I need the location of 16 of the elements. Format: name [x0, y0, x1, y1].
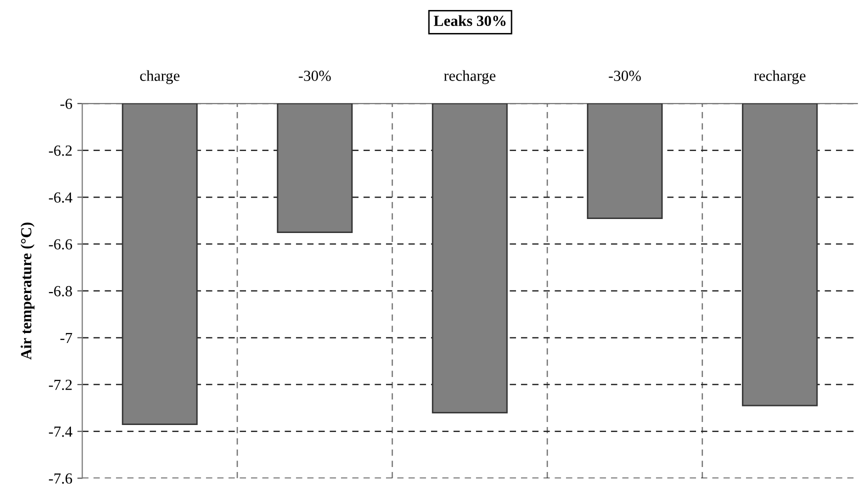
y-tick-label: -7	[60, 333, 72, 344]
y-tick-label: -7.4	[48, 426, 72, 437]
x-tick-label: -30%	[298, 70, 331, 82]
y-tick-label: -6	[60, 98, 72, 109]
x-tick-label: charge	[140, 70, 180, 84]
y-tick-label: -6.8	[48, 286, 72, 296]
y-tick-label: -6.2	[48, 146, 72, 156]
y-tick-label: -6.6	[48, 239, 72, 250]
y-tick-label: -6.4	[48, 192, 72, 203]
chart-title: Leaks 30%	[434, 15, 506, 26]
x-tick-label: -30%	[608, 70, 641, 82]
y-axis-title: Air temperature (°C)	[20, 222, 34, 360]
x-tick-label: recharge	[754, 70, 806, 84]
y-tick-label: -7.6	[48, 473, 72, 484]
y-tick-label: -7.2	[48, 380, 72, 390]
x-tick-label: recharge	[444, 70, 496, 84]
